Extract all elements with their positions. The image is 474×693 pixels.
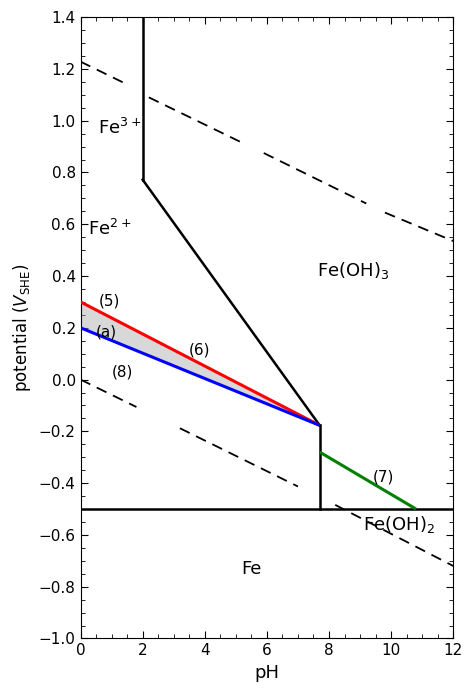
X-axis label: pH: pH: [255, 664, 279, 682]
Text: Fe$^{3+}$: Fe$^{3+}$: [98, 119, 141, 139]
Text: (7): (7): [373, 469, 394, 484]
Text: (5): (5): [99, 293, 120, 308]
Text: (6): (6): [189, 342, 211, 358]
Text: (a): (a): [96, 324, 117, 339]
Text: Fe: Fe: [241, 559, 262, 577]
Polygon shape: [81, 302, 319, 426]
Text: (8): (8): [111, 365, 133, 379]
Y-axis label: potential ($V_\mathrm{SHE}$): potential ($V_\mathrm{SHE}$): [11, 264, 33, 392]
Text: Fe$^{2+}$: Fe$^{2+}$: [88, 220, 132, 240]
Text: Fe(OH)$_3$: Fe(OH)$_3$: [317, 261, 389, 281]
Text: Fe(OH)$_2$: Fe(OH)$_2$: [363, 514, 435, 535]
